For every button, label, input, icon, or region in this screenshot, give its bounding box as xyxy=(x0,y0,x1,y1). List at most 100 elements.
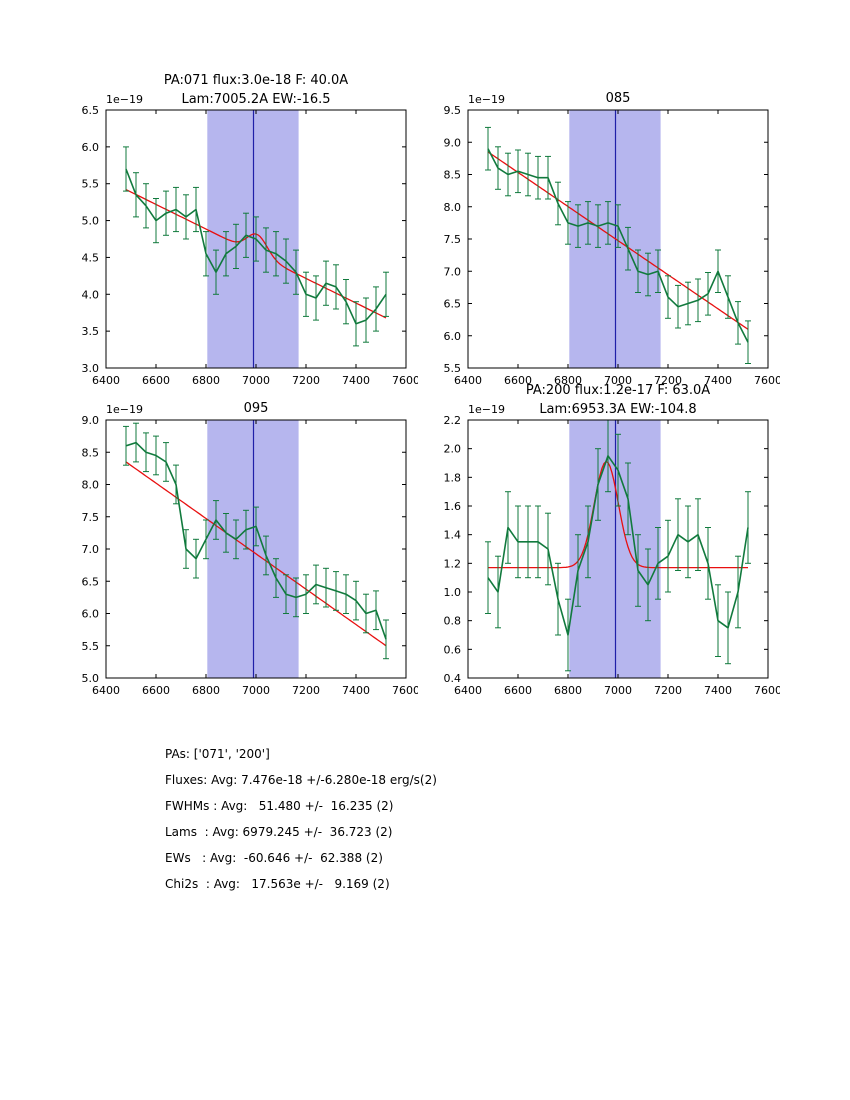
axis-ticks xyxy=(105,419,407,679)
svg-text:7400: 7400 xyxy=(342,684,370,697)
svg-text:8.0: 8.0 xyxy=(82,479,100,492)
chart-title: PA:200 flux:1.2e-17 F: 63.0A xyxy=(526,383,710,398)
plot-085-svg: 6400 6600 6800 7000 7200 7400 7600 5.5 6.0 6.5 7.0… xyxy=(444,91,783,387)
plot-pa200: 6400 6600 6800 7000 7200 7400 7600 0.4 0.6 0.8 1.0… xyxy=(408,375,783,708)
svg-text:6800: 6800 xyxy=(554,684,582,697)
svg-text:6600: 6600 xyxy=(142,684,170,697)
summary-pas: PAs: ['071', '200'] xyxy=(165,747,270,761)
svg-text:6400: 6400 xyxy=(454,374,482,387)
svg-text:8.5: 8.5 xyxy=(82,446,100,459)
svg-text:7200: 7200 xyxy=(654,684,682,697)
svg-text:7600: 7600 xyxy=(392,374,418,387)
svg-text:1.2: 1.2 xyxy=(444,557,462,570)
svg-text:6800: 6800 xyxy=(554,374,582,387)
chart-title: PA:071 flux:3.0e-18 F: 40.0A xyxy=(164,73,348,88)
svg-text:6.5: 6.5 xyxy=(82,104,100,117)
chart-title: 095 xyxy=(244,401,269,416)
svg-text:7400: 7400 xyxy=(342,374,370,387)
svg-text:6400: 6400 xyxy=(92,374,120,387)
y-axis-offset-label: 1e−19 xyxy=(106,403,143,416)
svg-text:6.0: 6.0 xyxy=(82,141,100,154)
chart-title: Lam:7005.2A EW:-16.5 xyxy=(181,92,330,107)
y-axis-offset-label: 1e−19 xyxy=(106,93,143,106)
fit-line xyxy=(125,461,387,647)
svg-text:1.8: 1.8 xyxy=(444,471,462,484)
svg-text:2.0: 2.0 xyxy=(444,443,462,456)
summary-ews: EWs : Avg: -60.646 +/- 62.388 (2) xyxy=(165,851,383,865)
svg-text:5.0: 5.0 xyxy=(82,672,100,685)
svg-text:2.2: 2.2 xyxy=(444,414,462,427)
svg-text:6800: 6800 xyxy=(192,374,220,387)
plot-pa071-svg: 6400 6600 6800 7000 7200 7400 7600 3.0 3.5 4.0 4.5… xyxy=(82,73,421,387)
svg-text:8.5: 8.5 xyxy=(444,169,462,182)
summary-fluxes: Fluxes: Avg: 7.476e-18 +/-6.280e-18 erg/… xyxy=(165,773,437,787)
summary-fwhms: FWHMs : Avg: 51.480 +/- 16.235 (2) xyxy=(165,799,394,813)
svg-text:1.0: 1.0 xyxy=(444,586,462,599)
axis-ticks xyxy=(105,109,407,369)
svg-text:7.5: 7.5 xyxy=(82,511,100,524)
summary-chi2s: Chi2s : Avg: 17.563e +/- 9.169 (2) xyxy=(165,877,390,891)
svg-text:7000: 7000 xyxy=(604,374,632,387)
spectrum-line xyxy=(487,148,749,343)
axis-ticks xyxy=(467,109,769,369)
svg-text:9.5: 9.5 xyxy=(444,104,462,117)
svg-text:0.8: 0.8 xyxy=(444,615,462,628)
chart-title: 085 xyxy=(606,91,631,106)
svg-text:6.5: 6.5 xyxy=(444,298,462,311)
svg-text:7200: 7200 xyxy=(292,684,320,697)
svg-text:5.5: 5.5 xyxy=(444,362,462,375)
svg-text:3.0: 3.0 xyxy=(82,362,100,375)
y-axis-offset-label: 1e−19 xyxy=(468,403,505,416)
svg-text:6400: 6400 xyxy=(92,684,120,697)
svg-text:4.0: 4.0 xyxy=(82,288,100,301)
svg-text:9.0: 9.0 xyxy=(82,414,100,427)
svg-text:7.0: 7.0 xyxy=(82,543,100,556)
svg-text:0.4: 0.4 xyxy=(444,672,462,685)
svg-text:6600: 6600 xyxy=(504,374,532,387)
axis-tick-labels: 6400 6600 6800 7000 7200 7400 7600 3.0 3.5 4.0 4.5… xyxy=(82,104,421,387)
svg-text:1.4: 1.4 xyxy=(444,529,462,542)
svg-text:1.6: 1.6 xyxy=(444,500,462,513)
svg-text:7600: 7600 xyxy=(392,684,418,697)
svg-text:7000: 7000 xyxy=(604,684,632,697)
y-axis-offset-label: 1e−19 xyxy=(468,93,505,106)
svg-text:6.5: 6.5 xyxy=(82,575,100,588)
svg-text:6.0: 6.0 xyxy=(82,608,100,621)
spectrum-line xyxy=(125,168,387,325)
svg-text:6600: 6600 xyxy=(142,374,170,387)
svg-text:7.5: 7.5 xyxy=(444,233,462,246)
plot-095: 6400 6600 6800 7000 7200 7400 7600 5.0 5.5 6.0 6.5… xyxy=(46,375,421,708)
plot-095-svg: 6400 6600 6800 7000 7200 7400 7600 5.0 5.5 6.0 6.5… xyxy=(82,401,421,697)
svg-text:7400: 7400 xyxy=(704,684,732,697)
svg-text:0.6: 0.6 xyxy=(444,643,462,656)
svg-text:8.0: 8.0 xyxy=(444,201,462,214)
svg-text:6600: 6600 xyxy=(504,684,532,697)
svg-text:3.5: 3.5 xyxy=(82,325,100,338)
svg-text:7200: 7200 xyxy=(292,374,320,387)
svg-text:6.0: 6.0 xyxy=(444,330,462,343)
plot-pa200-svg: 6400 6600 6800 7000 7200 7400 7600 0.4 0.6 0.8 1.0… xyxy=(444,383,783,697)
svg-text:4.5: 4.5 xyxy=(82,251,100,264)
svg-text:7600: 7600 xyxy=(754,374,780,387)
svg-text:6800: 6800 xyxy=(192,684,220,697)
svg-text:7400: 7400 xyxy=(704,374,732,387)
svg-text:7.0: 7.0 xyxy=(444,265,462,278)
plot-085: 6400 6600 6800 7000 7200 7400 7600 5.5 6.0 6.5 7.0… xyxy=(408,65,783,398)
svg-text:6400: 6400 xyxy=(454,684,482,697)
svg-text:5.5: 5.5 xyxy=(82,178,100,191)
svg-text:7000: 7000 xyxy=(242,684,270,697)
axis-tick-labels: 6400 6600 6800 7000 7200 7400 7600 5.0 5.5 6.0 6.5… xyxy=(82,414,421,697)
svg-text:7600: 7600 xyxy=(754,684,780,697)
spectrum-line xyxy=(125,441,387,640)
axis-tick-labels: 6400 6600 6800 7000 7200 7400 7600 5.5 6.0 6.5 7.0… xyxy=(444,104,783,387)
svg-text:7200: 7200 xyxy=(654,374,682,387)
svg-text:5.0: 5.0 xyxy=(82,215,100,228)
plot-pa071: 6400 6600 6800 7000 7200 7400 7600 3.0 3.5 4.0 4.5… xyxy=(46,65,421,398)
summary-lams: Lams : Avg: 6979.245 +/- 36.723 (2) xyxy=(165,825,393,839)
summary-block: PAs: ['071', '200'] Fluxes: Avg: 7.476e-… xyxy=(165,741,437,897)
svg-text:7000: 7000 xyxy=(242,374,270,387)
spectrum-line xyxy=(487,455,749,636)
axis-tick-labels: 6400 6600 6800 7000 7200 7400 7600 0.4 0.6 0.8 1.0… xyxy=(444,414,783,697)
svg-text:5.5: 5.5 xyxy=(82,640,100,653)
